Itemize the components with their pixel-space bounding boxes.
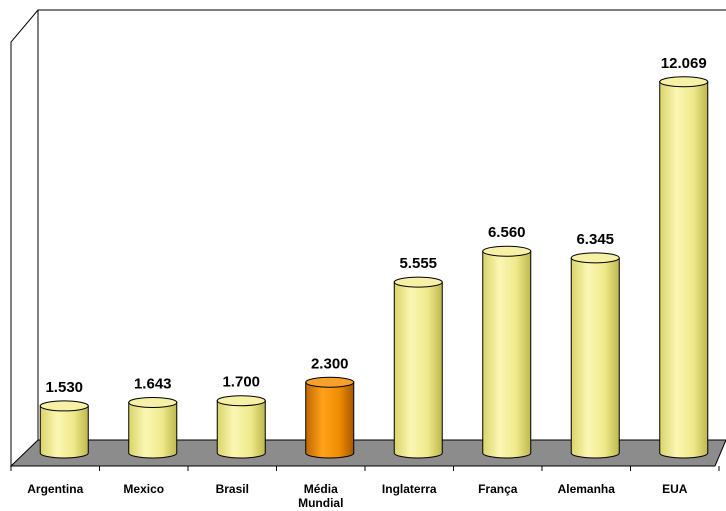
bar-value-label: 1.530: [45, 379, 83, 396]
bar: [393, 276, 443, 459]
chart-frame: [10, 9, 726, 466]
bar: [570, 252, 620, 459]
bar-top: [570, 252, 620, 264]
bar: [482, 245, 532, 459]
bar: [216, 395, 266, 459]
category-label: Argentina: [27, 482, 83, 496]
bar-body: [128, 401, 178, 459]
bar-top: [216, 395, 266, 407]
category-label: Inglaterra: [382, 482, 437, 496]
category-label: Média: [304, 482, 338, 496]
category-label: França: [478, 482, 518, 496]
bar-body: [482, 250, 532, 459]
category-label: EUA: [662, 482, 688, 496]
bar: [128, 396, 178, 459]
bar-top: [482, 245, 532, 257]
bar-top: [39, 400, 89, 412]
bar-value-label: 12.069: [661, 55, 707, 72]
bar-value-label: 5.555: [399, 255, 437, 272]
bar-body: [570, 257, 620, 459]
bar-top: [659, 76, 709, 88]
bar-top: [305, 376, 355, 388]
x-axis: [10, 465, 720, 471]
bar-top: [128, 396, 178, 408]
bar-body: [39, 405, 89, 459]
bar-body: [305, 381, 355, 459]
bar-body: [393, 281, 443, 459]
bar-body: [659, 81, 709, 459]
category-label: Brasil: [216, 482, 249, 496]
bar: [39, 400, 89, 459]
bar-value-label: 1.700: [222, 374, 260, 391]
bars-group: [39, 76, 709, 459]
bar-top: [393, 276, 443, 288]
bar-value-label: 6.345: [576, 231, 614, 248]
bar-value-label: 2.300: [311, 355, 349, 372]
bar-body: [216, 400, 266, 459]
bar: [659, 76, 709, 459]
category-label: Mexico: [123, 482, 164, 496]
category-label: Mundial: [298, 496, 343, 510]
category-label: Alemanha: [558, 482, 616, 496]
value-labels-group: 1.530 1.643 1.700 2.300 5.555 6.560 6.345 12.06…: [45, 55, 706, 396]
bar-value-label: 1.643: [134, 375, 172, 392]
bar: [305, 376, 355, 459]
bar-value-label: 6.560: [488, 224, 526, 241]
